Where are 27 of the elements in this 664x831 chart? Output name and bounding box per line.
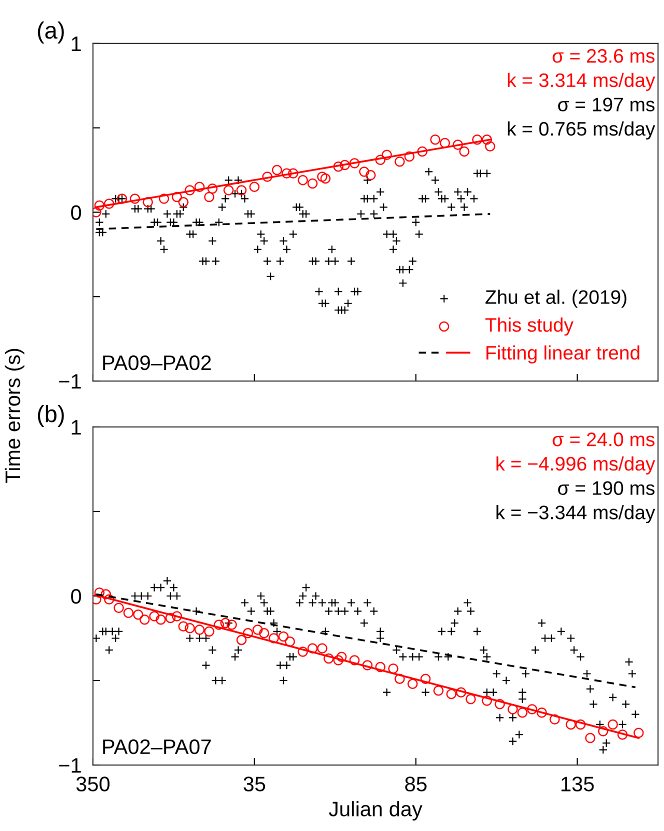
annotation: σ = 24.0 ms bbox=[552, 432, 654, 446]
annotation: k = −3.344 ms/day bbox=[496, 505, 656, 524]
annotation: σ = 197 ms bbox=[558, 98, 654, 112]
x-tick-label: 350 bbox=[76, 776, 110, 792]
y-tick-label: −1 bbox=[59, 758, 81, 773]
y-tick-label: 1 bbox=[72, 420, 81, 435]
annotation: PA09–PA02 bbox=[103, 355, 211, 370]
annotation: k = 3.314 ms/day bbox=[508, 72, 656, 91]
chart-title: (b) bbox=[38, 404, 64, 427]
legend-label: This study bbox=[485, 318, 574, 336]
annotation: k = 0.765 ms/day bbox=[508, 121, 656, 140]
y-tick-label: 0 bbox=[71, 205, 82, 220]
x-tick-label: 135 bbox=[562, 776, 594, 792]
y-tick-label: 1 bbox=[72, 36, 81, 52]
y-tick-label: −1 bbox=[59, 374, 81, 389]
annotation: σ = 190 ms bbox=[558, 481, 654, 495]
x-axis-title: Julian day bbox=[328, 801, 422, 821]
annotation: σ = 23.6 ms bbox=[552, 49, 654, 63]
legend-label: Fitting linear trend bbox=[486, 345, 640, 364]
chart-title: (a) bbox=[38, 21, 64, 44]
y-axis-title: Time errors (s) bbox=[4, 348, 24, 483]
annotation: PA02–PA07 bbox=[103, 739, 211, 754]
x-tick-label: 35 bbox=[244, 776, 266, 792]
annotation: k = −4.996 ms/day bbox=[496, 456, 656, 475]
y-tick-label: 0 bbox=[71, 588, 82, 604]
legend-label: Zhu et al. (2019) bbox=[486, 290, 626, 308]
x-tick-label: 85 bbox=[405, 776, 427, 792]
